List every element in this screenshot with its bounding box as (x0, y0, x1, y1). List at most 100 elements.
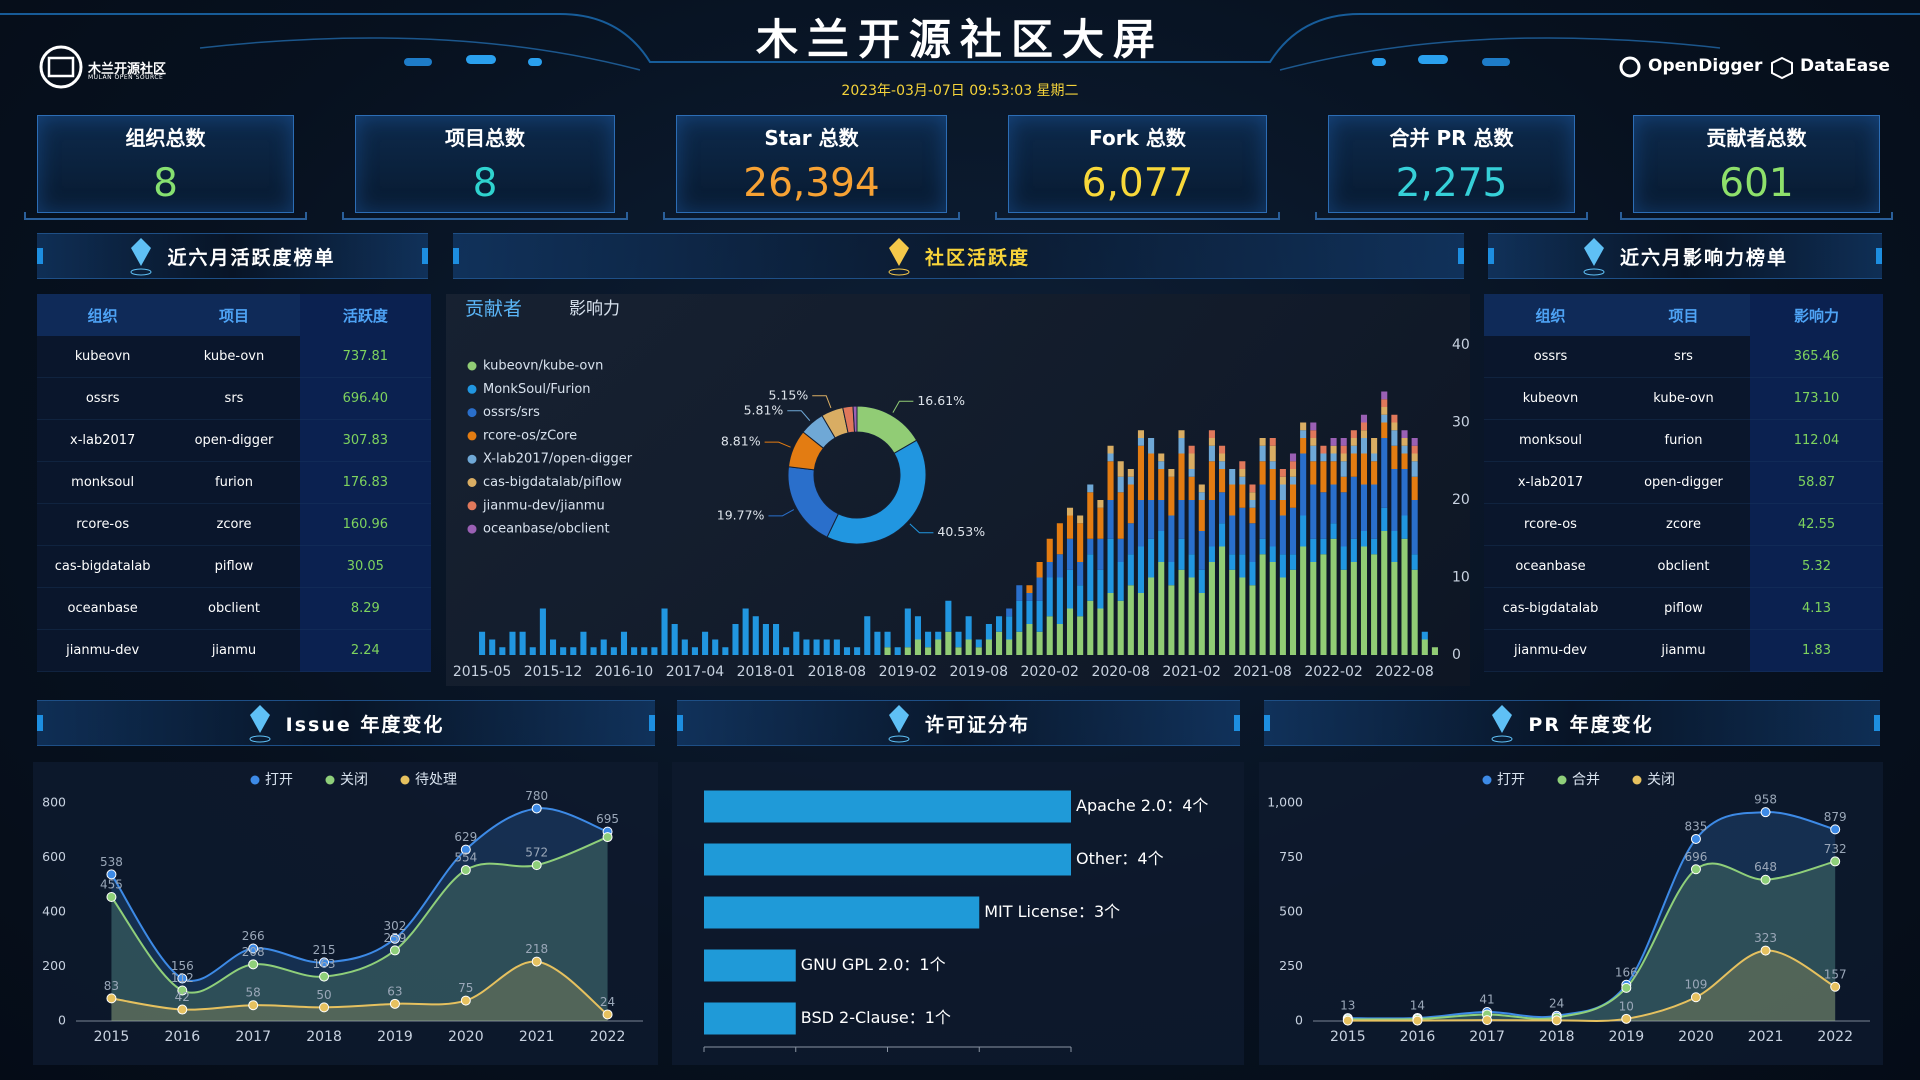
kpi-value: 8 (153, 161, 178, 206)
section-title: Issue 年度变化 (285, 713, 445, 736)
table-cell: 42.55 (1750, 504, 1883, 546)
section-title: PR 年度变化 (1528, 713, 1654, 736)
table-cell: cas-bigdatalab (1484, 588, 1617, 630)
table-cell: kubeovn (1484, 378, 1617, 420)
table-header-cell: 项目 (1617, 294, 1750, 336)
panel (33, 762, 658, 1065)
panel (672, 762, 1244, 1065)
kpi-card: Star 总数 26,394 (663, 115, 960, 220)
table-cell: kubeovn (37, 336, 169, 378)
table-header-cell: 组织 (37, 294, 169, 336)
table-cell: piflow (168, 546, 300, 588)
table-cell: kube-ovn (168, 336, 300, 378)
table-cell: 1.83 (1750, 630, 1883, 672)
table-cell: x-lab2017 (1484, 462, 1617, 504)
table-cell: 8.29 (299, 588, 431, 630)
datetime: 2023年-03月-07日 09:53:03 星期二 (841, 83, 1079, 99)
kpi-value: 601 (1719, 161, 1794, 206)
table-cell: 307.83 (299, 420, 431, 462)
kpi-card: 组织总数 8 (24, 115, 307, 220)
section-icon (888, 238, 910, 276)
section-title: 许可证分布 (924, 713, 1030, 736)
kpi-value: 26,394 (743, 161, 880, 206)
kpi-label: 贡献者总数 (1706, 126, 1807, 150)
panel (446, 294, 1470, 686)
table-cell: jianmu-dev (1484, 630, 1617, 672)
table-cell: open-digger (168, 420, 300, 462)
table-cell: furion (168, 462, 300, 504)
kpi-label: 组织总数 (125, 126, 206, 150)
kpi-label: 合并 PR 总数 (1389, 126, 1514, 150)
ranking-table: 组织 项目 影响力 ossrs srs 365.46 kubeovn kube-ovn 173.… (1484, 294, 1883, 672)
table-cell: open-digger (1617, 462, 1750, 504)
table-cell: monksoul (1484, 420, 1617, 462)
kpi-card: Fork 总数 6,077 (995, 115, 1280, 220)
section-icon (1583, 238, 1605, 276)
kpi-value: 6,077 (1081, 161, 1194, 206)
table-cell: jianmu (1617, 630, 1750, 672)
kpi-value: 2,275 (1395, 161, 1508, 206)
table-cell: piflow (1617, 588, 1750, 630)
section-header: 近六月活跃度榜单 (37, 233, 428, 279)
section-header: 近六月影响力榜单 (1488, 233, 1882, 279)
table-header-cell: 项目 (168, 294, 300, 336)
section-header: 社区活跃度 (453, 233, 1464, 279)
table-cell: srs (168, 378, 300, 420)
section-title: 近六月影响力榜单 (1619, 246, 1788, 269)
section-title: 近六月活跃度榜单 (167, 246, 336, 269)
logo-name: 木兰开源社区 (88, 62, 167, 77)
table-cell: 176.83 (299, 462, 431, 504)
table-cell: 5.32 (1750, 546, 1883, 588)
table-cell: ossrs (37, 378, 169, 420)
table-header-cell: 活跃度 (299, 294, 431, 336)
kpi-label: Star 总数 (764, 126, 859, 150)
section-header: 许可证分布 (677, 700, 1240, 746)
table-header-cell: 组织 (1484, 294, 1617, 336)
ranking-table: 组织 项目 活跃度 kubeovn kube-ovn 737.81 ossrs srs 696.… (37, 294, 431, 672)
page-title: 木兰开源社区大屏 (755, 15, 1164, 64)
partner-logo: OpenDigger (1648, 56, 1763, 76)
table-cell: 58.87 (1750, 462, 1883, 504)
logo-subtitle: MULAN OPEN SOURCE (88, 74, 164, 81)
table-cell: x-lab2017 (37, 420, 169, 462)
section-icon (249, 705, 271, 743)
table-cell: 696.40 (299, 378, 431, 420)
table-cell: ossrs (1484, 336, 1617, 378)
table-cell: cas-bigdatalab (37, 546, 169, 588)
table-cell: 173.10 (1750, 378, 1883, 420)
table-cell: jianmu-dev (37, 630, 169, 672)
kpi-value: 8 (472, 161, 498, 206)
table-cell: obclient (168, 588, 300, 630)
tab[interactable]: 影响力 (569, 299, 620, 319)
table-cell: 112.04 (1750, 420, 1883, 462)
table-cell: rcore-os (1484, 504, 1617, 546)
table-cell: jianmu (168, 630, 300, 672)
panel (1259, 762, 1883, 1065)
partner-logo: DataEase (1800, 56, 1890, 76)
table-cell: 365.46 (1750, 336, 1883, 378)
table-cell: kube-ovn (1617, 378, 1750, 420)
section-icon (130, 238, 152, 276)
section-icon (888, 705, 910, 743)
table-cell: zcore (1617, 504, 1750, 546)
kpi-card: 合并 PR 总数 2,275 (1315, 115, 1588, 220)
table-header-cell: 影响力 (1750, 294, 1883, 336)
table-cell: rcore-os (37, 504, 169, 546)
table-cell: obclient (1617, 546, 1750, 588)
tab-active[interactable]: 贡献者 (465, 298, 523, 320)
table-cell: oceanbase (1484, 546, 1617, 588)
table-cell: 30.05 (299, 546, 431, 588)
kpi-label: Fork 总数 (1089, 126, 1186, 150)
kpi-label: 项目总数 (445, 126, 525, 150)
table-cell: furion (1617, 420, 1750, 462)
section-header: PR 年度变化 (1264, 700, 1880, 746)
kpi-card: 贡献者总数 601 (1620, 115, 1893, 220)
table-cell: 737.81 (299, 336, 431, 378)
table-cell: oceanbase (37, 588, 169, 630)
section-icon (1491, 705, 1513, 743)
table-cell: 160.96 (299, 504, 431, 546)
section-header: Issue 年度变化 (37, 700, 655, 746)
table-cell: monksoul (37, 462, 169, 504)
table-cell: 2.24 (299, 630, 431, 672)
